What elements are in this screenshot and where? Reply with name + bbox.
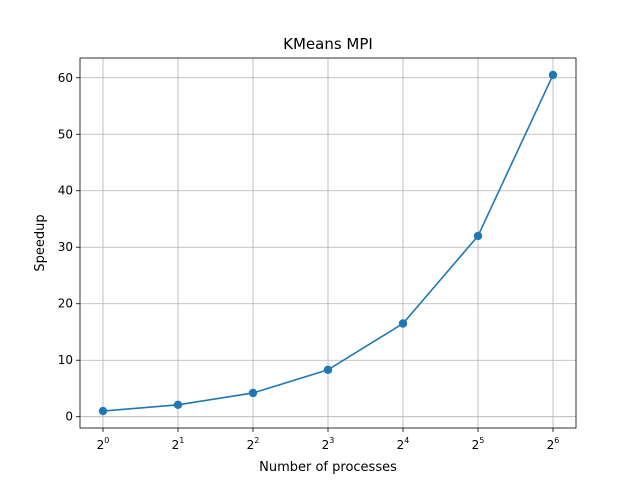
- chart-title: KMeans MPI: [283, 35, 373, 53]
- x-tick-label: 24: [397, 436, 410, 452]
- y-tick-label: 40: [58, 184, 73, 198]
- x-axis-label: Number of processes: [259, 460, 397, 475]
- series-layer: [98, 70, 558, 416]
- y-tick-label: 50: [58, 127, 73, 141]
- x-tick-label: 26: [547, 436, 560, 452]
- data-point: [548, 70, 558, 80]
- x-tick-label: 22: [247, 436, 260, 452]
- x-tick-label: 20: [97, 436, 110, 452]
- ticks: 20 21 22 23 24 25 26 0 10 20 30 40 50 60: [58, 71, 560, 452]
- y-tick-label: 60: [58, 71, 73, 85]
- y-tick-label: 30: [58, 240, 73, 254]
- data-point: [398, 319, 408, 328]
- y-axis-label: Speedup: [33, 214, 48, 271]
- y-tick-label: 10: [58, 353, 73, 367]
- y-tick-label: 20: [58, 297, 73, 311]
- data-point: [248, 388, 258, 398]
- data-point: [323, 365, 333, 375]
- grid: [80, 58, 576, 428]
- data-point: [173, 400, 183, 410]
- y-tick-label: 0: [65, 410, 73, 424]
- data-point: [98, 406, 108, 416]
- x-tick-label: 23: [322, 436, 335, 452]
- data-point: [473, 231, 483, 241]
- x-tick-label: 25: [472, 436, 485, 452]
- x-tick-label: 21: [172, 436, 185, 452]
